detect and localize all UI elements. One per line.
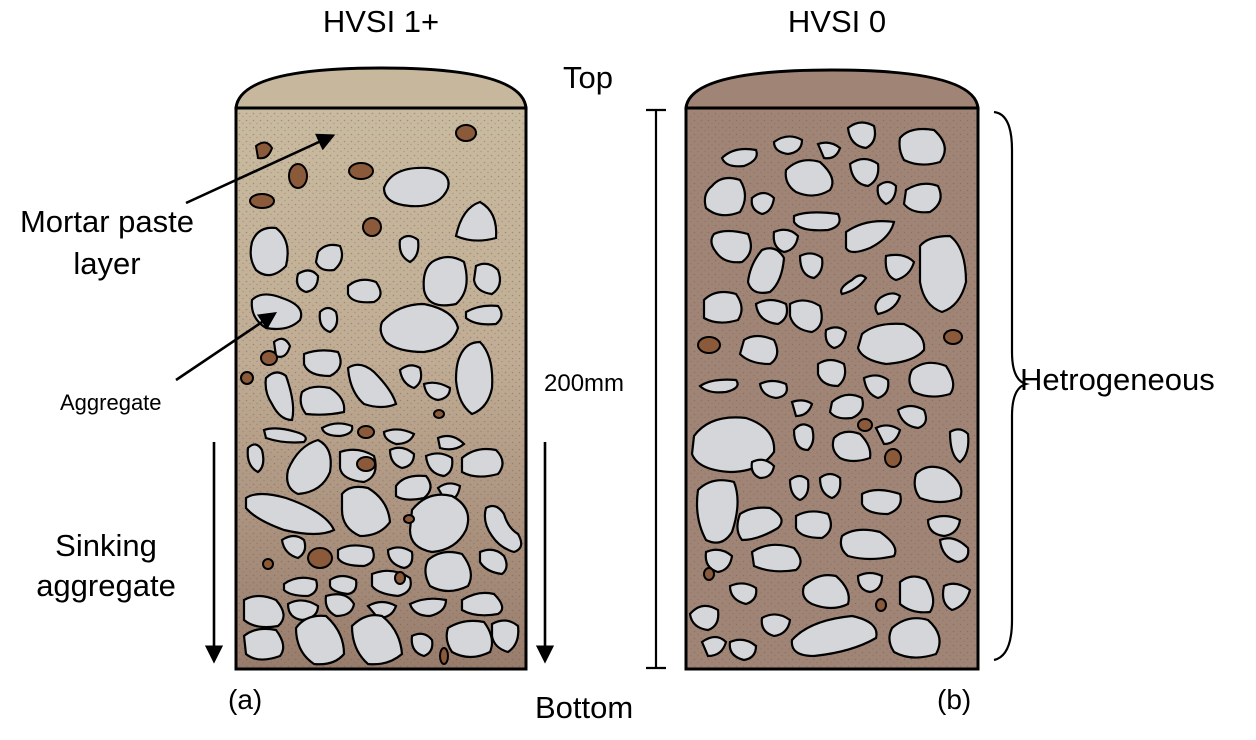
heterogeneous-brace <box>993 110 1030 662</box>
label-top: Top <box>563 60 613 95</box>
annotation-arrows <box>175 133 555 664</box>
label-200mm: 200mm <box>544 370 625 397</box>
dimension-line <box>646 108 666 670</box>
title-hvsi-0: HVSI 0 <box>787 4 887 39</box>
cylinder-b-cap <box>684 68 980 110</box>
cylinder-a-aggregates <box>242 166 523 666</box>
label-sinking-aggregate: Sinking aggregate <box>4 528 208 603</box>
cylinder-a-cap <box>234 66 528 110</box>
aggregate-arrow <box>175 311 278 382</box>
label-sinking-line2: aggregate <box>36 567 176 603</box>
label-panel-b: (b) <box>937 684 972 715</box>
cylinder-a-small-aggregates <box>240 124 477 665</box>
label-mortar-line1: Mortar paste <box>19 204 194 239</box>
label-mortar-line2: layer <box>73 245 141 281</box>
label-bottom: Bottom <box>535 690 634 725</box>
label-aggregate: Aggregate <box>60 390 162 415</box>
label-panel-a: (a) <box>228 684 263 715</box>
cylinder-b-aggregates <box>688 121 972 662</box>
label-sinking-line1: Sinking <box>55 528 157 563</box>
title-hvsi-1-plus: HVSI 1+ <box>322 4 440 39</box>
cylinder-b <box>684 68 980 671</box>
cylinder-b-small-aggregates <box>697 329 963 612</box>
cylinder-a <box>234 66 528 671</box>
mortar-arrow <box>185 133 336 205</box>
label-heterogeneous: Hetrogeneous <box>1020 362 1215 397</box>
label-mortar-paste-layer: Mortar paste layer <box>0 204 214 281</box>
